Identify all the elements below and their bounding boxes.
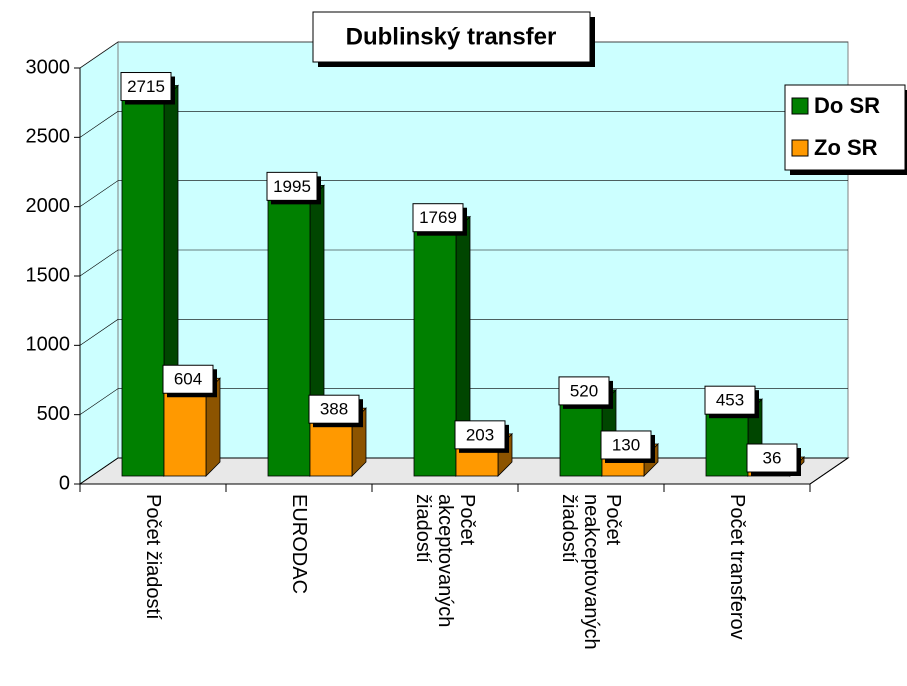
chart-title: Dublinský transfer	[346, 23, 557, 50]
value-label: 604	[174, 370, 202, 389]
value-label: 453	[716, 391, 744, 410]
y-tick-label: 1500	[26, 264, 71, 286]
x-tick-label: Počet žiadostí	[142, 494, 164, 620]
label-box	[308, 394, 360, 424]
bar-front	[163, 391, 207, 477]
label-box	[746, 443, 798, 473]
grid-line	[79, 319, 848, 346]
label-box	[600, 430, 652, 460]
label-box	[162, 364, 214, 394]
y-tick-label: 0	[59, 472, 70, 494]
bar-front	[121, 99, 165, 477]
y-tick-label: 2500	[26, 126, 71, 148]
bar-front	[705, 412, 749, 477]
legend-label: Zo SR	[814, 135, 878, 160]
legend-label: Do SR	[814, 93, 880, 118]
title-box	[312, 11, 591, 63]
grid-line	[79, 41, 848, 69]
label-box	[704, 385, 756, 415]
legend-swatch	[791, 97, 809, 115]
label-box	[454, 420, 506, 450]
value-label: 388	[320, 400, 348, 419]
grid-line	[79, 180, 848, 207]
floor-edge	[809, 457, 849, 485]
y-tick-label: 500	[37, 403, 70, 425]
label-box	[120, 72, 172, 102]
x-tick-label: EURODAC	[288, 494, 310, 595]
bar-front	[267, 198, 311, 477]
value-label: 1995	[273, 177, 311, 196]
value-label: 2715	[127, 77, 165, 96]
bar-front	[309, 421, 353, 477]
bar	[413, 215, 471, 477]
grid-line	[79, 249, 848, 277]
value-label: 130	[612, 435, 640, 454]
x-tick-label: Počet akceptovaných žiadostí	[412, 494, 478, 628]
value-label: 203	[466, 425, 494, 444]
legend-swatch	[791, 139, 809, 157]
bar-front	[413, 230, 457, 477]
label-box	[558, 376, 610, 406]
value-label: 1769	[419, 208, 457, 227]
x-tick-label: Počet neakceptovaných žiadostí	[558, 494, 624, 650]
value-label: 520	[570, 381, 598, 400]
label-box	[266, 171, 318, 201]
y-tick-label: 2000	[26, 195, 71, 217]
value-label: 36	[763, 448, 782, 467]
y-tick-label: 1000	[26, 334, 71, 356]
label-box	[412, 203, 464, 233]
bar-front	[559, 403, 603, 477]
grid-line	[79, 111, 848, 138]
x-tick-label: Počet transferov	[726, 494, 748, 640]
y-tick-label: 3000	[26, 56, 71, 78]
